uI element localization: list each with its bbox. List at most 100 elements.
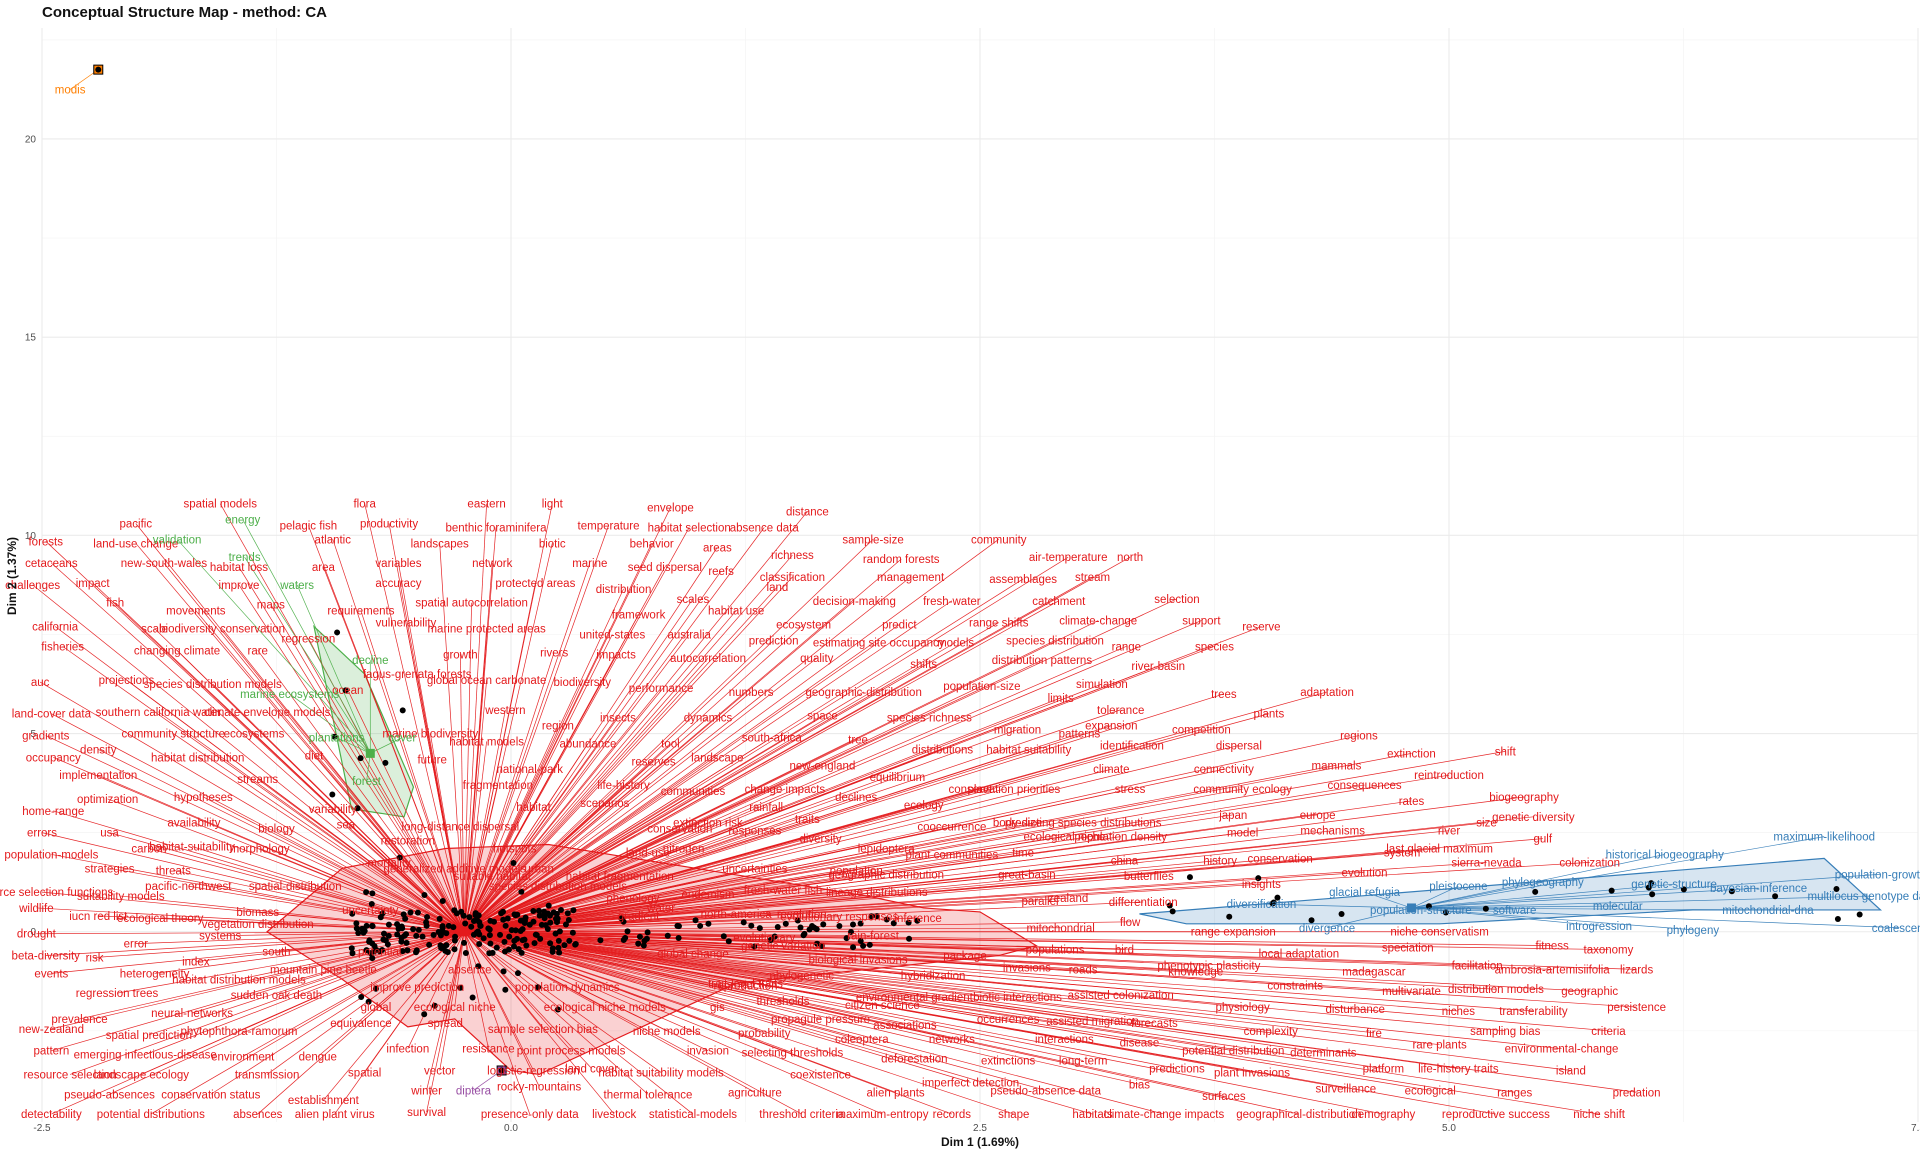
cluster-1-connector <box>464 931 971 1083</box>
term-label: reproductive success <box>1442 1109 1550 1121</box>
cluster-1-connector <box>463 806 767 933</box>
term-label: fire <box>1366 1028 1382 1040</box>
term-point <box>850 921 857 928</box>
cluster-1-connector <box>463 790 694 933</box>
term-point <box>376 948 383 955</box>
term-point <box>774 924 781 931</box>
cluster-3-centroid <box>1406 903 1416 913</box>
term-label: communities <box>661 786 726 798</box>
term-point <box>820 921 827 928</box>
cluster-1-connector <box>463 598 694 932</box>
term-label: impacts <box>596 649 636 661</box>
term-label: species distribution models <box>489 881 627 893</box>
term-labels: spatial models flora eastern light envelope d… <box>0 84 1920 1121</box>
term-label: movements <box>166 606 226 618</box>
cluster-1-connector <box>463 687 662 932</box>
term-label: numbers <box>729 687 774 699</box>
cluster-1-connector <box>463 634 613 932</box>
term-point <box>348 945 355 952</box>
term-point <box>514 911 521 918</box>
term-label: survival <box>407 1107 446 1119</box>
cluster-1-connector <box>51 931 465 974</box>
term-label: risk <box>86 953 104 965</box>
term-label: diet <box>305 750 324 762</box>
cluster-1-connector <box>463 659 1043 933</box>
cluster-3-connector <box>1411 836 1825 909</box>
term-label: persistence <box>1607 1002 1666 1014</box>
term-label: ecosystem <box>776 620 831 632</box>
cluster-1-connector <box>463 582 536 932</box>
cluster-1-connector <box>464 931 1459 1012</box>
term-label: autocorrelation <box>670 653 746 665</box>
term-label: colonization <box>1559 857 1620 869</box>
cluster-1-connector <box>463 600 1059 933</box>
term-label: shifts <box>910 659 937 671</box>
cluster-1-connector <box>51 931 465 1030</box>
cluster-2-connector <box>366 753 371 782</box>
term-point <box>493 944 500 951</box>
term-label: competition <box>1172 725 1231 737</box>
term-label: habitat selection <box>648 522 731 534</box>
term-label: forests <box>28 536 63 548</box>
term-label: predictions <box>1149 1063 1205 1075</box>
term-point <box>423 922 430 929</box>
term-point <box>530 908 537 915</box>
term-point <box>363 947 370 954</box>
cluster-1-connector <box>464 931 1562 1050</box>
cluster-1-connector <box>221 628 465 932</box>
term-point <box>1255 875 1262 882</box>
term-label: environment <box>211 1052 275 1064</box>
term-point <box>353 925 360 932</box>
term-label: biomass <box>236 907 279 919</box>
term-label: uncertainty <box>342 905 399 917</box>
term-point <box>565 916 572 923</box>
term-label: reefs <box>708 566 734 578</box>
term-label: waters <box>279 580 314 592</box>
term-point <box>501 938 508 945</box>
term-point <box>782 920 789 927</box>
term-label: transferability <box>1499 1006 1568 1018</box>
term-label: climate-change <box>1059 616 1137 628</box>
term-label: global change <box>657 949 729 961</box>
x-tick-label: 7.5 <box>1911 1123 1920 1134</box>
term-point <box>430 932 437 939</box>
y-axis-title: Dim 2 (1.37%) <box>5 537 19 615</box>
term-label: physiology <box>1215 1002 1270 1014</box>
term-point <box>462 949 469 956</box>
term-label: habitat-suitability <box>149 842 235 854</box>
term-label: tolerance <box>1097 705 1144 717</box>
term-label: detectability <box>21 1109 82 1121</box>
term-point <box>537 935 544 942</box>
cluster-1-connector <box>463 931 531 1115</box>
term-label: ranges <box>1497 1087 1532 1099</box>
term-label: coalescent <box>1872 923 1920 935</box>
term-label: range expansion <box>1191 927 1276 939</box>
term-point <box>675 934 682 941</box>
cluster-1-connector <box>426 931 465 1091</box>
term-point <box>466 914 473 921</box>
term-point <box>368 900 375 907</box>
term-point <box>498 1067 505 1074</box>
term-label: plant communities <box>906 849 999 861</box>
term-label: drought <box>17 929 57 941</box>
cluster-1-connector <box>463 683 1103 933</box>
term-label: disease <box>1120 1038 1160 1050</box>
term-point <box>451 907 458 914</box>
term-label: rivers <box>540 647 568 659</box>
term-label: iucn red list <box>69 911 128 923</box>
term-label: change impacts <box>745 784 826 796</box>
cluster-3-connector <box>1411 854 1665 909</box>
term-label: spatial autocorrelation <box>415 598 528 610</box>
cluster-1-connector <box>464 931 1515 1093</box>
term-label: evolutionary <box>733 933 795 945</box>
term-label: records <box>933 1109 972 1121</box>
term-point <box>1532 888 1539 895</box>
term-label: marine ecosystems <box>240 689 339 701</box>
term-label: extinctions <box>981 1056 1036 1068</box>
term-label: pacific <box>119 518 152 530</box>
cluster-1-connector <box>463 757 718 933</box>
cluster-1-connector <box>464 832 1243 933</box>
cluster-1-connector <box>463 931 572 1051</box>
term-label: protected areas <box>495 578 575 590</box>
term-label: distributions <box>912 744 974 756</box>
